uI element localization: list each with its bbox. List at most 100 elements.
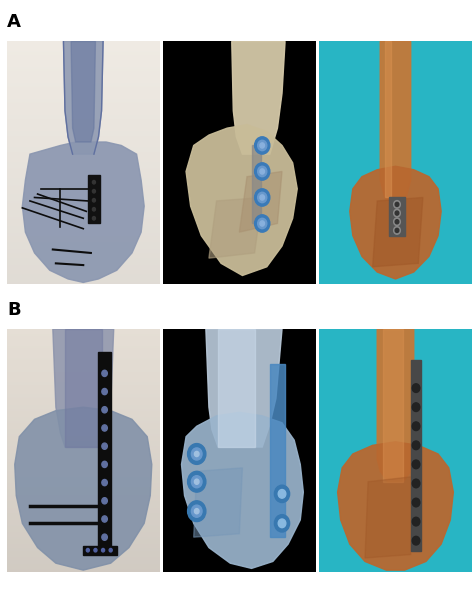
Circle shape — [395, 220, 399, 224]
Polygon shape — [182, 413, 303, 568]
Circle shape — [100, 547, 106, 554]
Polygon shape — [365, 477, 414, 558]
Circle shape — [100, 404, 109, 415]
Circle shape — [102, 480, 107, 485]
Bar — [270, 364, 285, 537]
Circle shape — [102, 461, 107, 468]
Circle shape — [412, 441, 420, 450]
Polygon shape — [380, 41, 410, 206]
Bar — [410, 361, 421, 551]
Circle shape — [255, 189, 270, 206]
Circle shape — [412, 498, 420, 507]
Polygon shape — [65, 329, 101, 447]
Circle shape — [393, 201, 401, 208]
Circle shape — [260, 221, 264, 226]
Circle shape — [393, 209, 401, 217]
Bar — [88, 175, 100, 223]
Circle shape — [92, 181, 95, 184]
Bar — [252, 146, 261, 223]
Circle shape — [91, 215, 97, 221]
Circle shape — [274, 485, 290, 503]
Circle shape — [191, 505, 202, 517]
Circle shape — [102, 498, 107, 504]
Bar — [99, 352, 111, 551]
Circle shape — [91, 188, 97, 194]
Circle shape — [191, 448, 202, 460]
Circle shape — [85, 547, 91, 554]
Circle shape — [393, 227, 401, 234]
Circle shape — [91, 179, 97, 185]
Circle shape — [92, 547, 99, 554]
Circle shape — [91, 197, 97, 204]
Circle shape — [412, 460, 420, 469]
Circle shape — [260, 195, 264, 200]
Text: A: A — [7, 13, 21, 31]
Circle shape — [395, 202, 399, 207]
Circle shape — [194, 451, 199, 456]
Circle shape — [412, 403, 420, 411]
Polygon shape — [15, 407, 152, 570]
Circle shape — [188, 471, 206, 492]
Circle shape — [100, 477, 109, 488]
Circle shape — [101, 548, 105, 552]
Circle shape — [258, 192, 267, 202]
Circle shape — [255, 137, 270, 154]
Polygon shape — [383, 329, 403, 482]
Bar — [83, 546, 117, 555]
Circle shape — [92, 208, 95, 211]
Polygon shape — [385, 41, 391, 198]
Circle shape — [108, 547, 114, 554]
Polygon shape — [350, 166, 441, 279]
Circle shape — [100, 423, 109, 433]
Circle shape — [255, 215, 270, 232]
Circle shape — [188, 443, 206, 464]
Circle shape — [412, 536, 420, 545]
Circle shape — [100, 514, 109, 524]
Circle shape — [412, 479, 420, 488]
Circle shape — [258, 166, 267, 176]
Polygon shape — [186, 125, 297, 275]
Circle shape — [102, 407, 107, 413]
Circle shape — [100, 387, 109, 397]
Circle shape — [92, 217, 95, 220]
Circle shape — [100, 441, 109, 451]
Text: B: B — [7, 301, 21, 318]
Circle shape — [100, 368, 109, 378]
Circle shape — [100, 496, 109, 506]
Polygon shape — [53, 329, 114, 447]
Circle shape — [258, 140, 267, 150]
Circle shape — [92, 189, 95, 193]
Polygon shape — [22, 142, 144, 282]
Polygon shape — [239, 172, 282, 232]
Polygon shape — [194, 468, 242, 537]
Polygon shape — [373, 198, 423, 267]
Circle shape — [194, 479, 199, 484]
Polygon shape — [71, 41, 95, 142]
Circle shape — [194, 509, 199, 514]
Circle shape — [255, 163, 270, 180]
Circle shape — [258, 218, 267, 229]
Circle shape — [86, 548, 90, 552]
Circle shape — [91, 206, 97, 213]
Circle shape — [260, 143, 264, 148]
Circle shape — [412, 517, 420, 526]
Circle shape — [260, 169, 264, 174]
Polygon shape — [337, 442, 453, 570]
Circle shape — [191, 475, 202, 488]
Circle shape — [412, 422, 420, 430]
Circle shape — [102, 534, 107, 540]
Circle shape — [102, 443, 107, 449]
Circle shape — [100, 459, 109, 469]
Bar — [389, 198, 405, 236]
Circle shape — [393, 218, 401, 226]
Circle shape — [92, 198, 95, 202]
Polygon shape — [64, 41, 103, 154]
Circle shape — [188, 501, 206, 522]
Circle shape — [412, 384, 420, 392]
Circle shape — [100, 532, 109, 542]
Polygon shape — [218, 329, 255, 447]
Polygon shape — [206, 329, 282, 447]
Circle shape — [102, 388, 107, 395]
Polygon shape — [209, 198, 262, 258]
Circle shape — [102, 425, 107, 431]
